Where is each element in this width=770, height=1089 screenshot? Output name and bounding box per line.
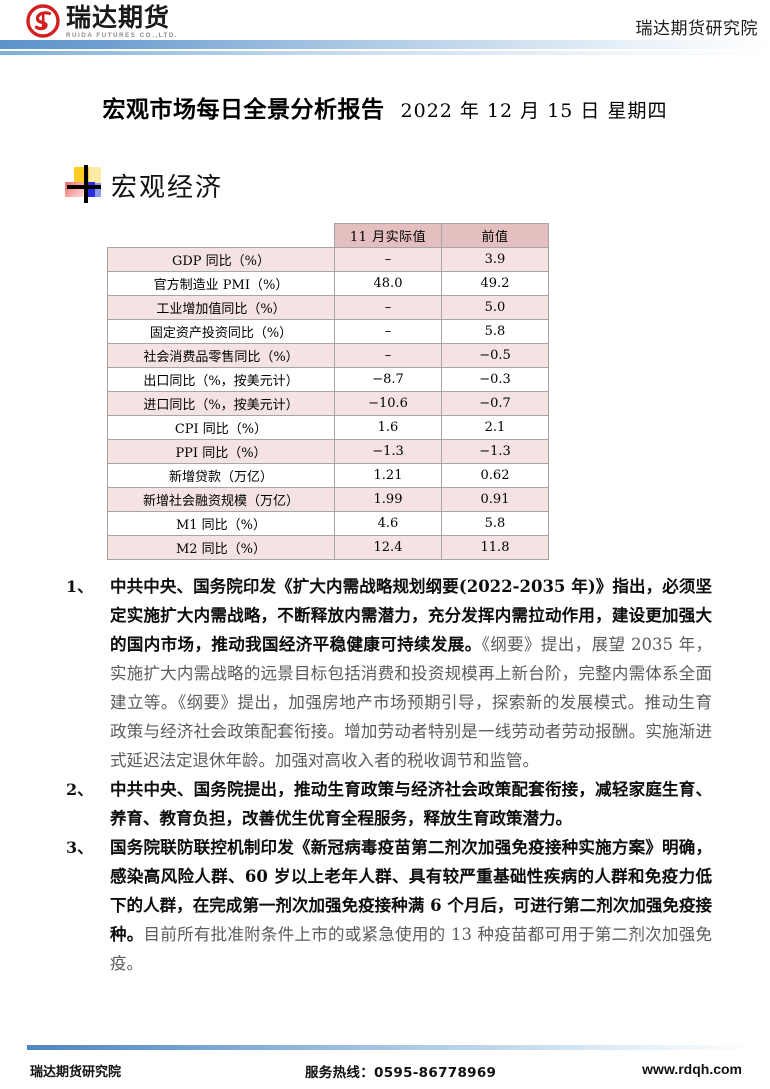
- page-title: 宏观市场每日全景分析报告: [102, 97, 385, 123]
- four-color-grid-cross-icon: [63, 165, 103, 205]
- macro-indicators-table: 11 月实际值 前值 GDP 同比（%） –3.9 官方制造业 PMI（%） 48.0…: [107, 223, 549, 560]
- table-cell-previous: 11.8: [441, 535, 549, 560]
- table-cell-actual: –: [334, 343, 442, 368]
- table-cell-previous: 0.91: [441, 487, 549, 512]
- list-item: 3、 国务院联防联控机制印发《新冠病毒疫苗第二剂次加强免疫接种实施方案》明确，感染…: [66, 833, 712, 978]
- list-item-number: 3、: [66, 838, 94, 857]
- section-title: 宏观经济: [111, 172, 224, 203]
- table-cell-label: M1 同比（%）: [107, 511, 335, 536]
- document-title-row: 宏观市场每日全景分析报告 2022 年 12 月 15 日 星期四: [0, 90, 770, 124]
- table-cell-label: 社会消费品零售同比（%）: [107, 343, 335, 368]
- table-row: 固定资产投资同比（%） –5.8: [107, 319, 549, 344]
- list-item-bold-text: 中共中央、国务院印发《扩大内需战略规划纲要(2022-2035 年)》指出，必须…: [110, 577, 712, 654]
- report-date: 2022 年 12 月 15 日 星期四: [400, 100, 668, 122]
- table-row: M1 同比（%） 4.6 5.8: [107, 511, 549, 536]
- table-cell-previous: −1.3: [441, 439, 549, 464]
- table-cell-previous: −0.7: [441, 391, 549, 416]
- table-row: 官方制造业 PMI（%） 48.0 49.2: [107, 271, 549, 296]
- brand-name-cn: 瑞达期货: [66, 3, 171, 32]
- section-heading: 宏观经济: [0, 165, 770, 205]
- table-cell-actual: −10.6: [334, 391, 442, 416]
- table-cell-label: 官方制造业 PMI（%）: [107, 271, 335, 296]
- page-header: 瑞达期货 RUIDA FUTURES CO.,LTD. 瑞达期货研究院: [0, 0, 770, 58]
- table-cell-actual: −1.3: [334, 439, 442, 464]
- footer-institute: 瑞达期货研究院: [30, 1065, 122, 1080]
- table-cell-label: M2 同比（%）: [107, 535, 335, 560]
- list-item-bold-text: 国务院联防联控机制印发《新冠病毒疫苗第二剂次加强免疫接种实施方案》明确，感染高风…: [110, 838, 712, 944]
- table-cell-actual: –: [334, 295, 442, 320]
- table-row: 工业增加值同比（%） –5.0: [107, 295, 549, 320]
- table-cell-actual: 1.99: [334, 487, 442, 512]
- table-cell-previous: 5.8: [441, 511, 549, 536]
- table-cell-actual: 1.21: [334, 463, 442, 488]
- table-header-blank: [107, 223, 335, 248]
- table-cell-previous: 2.1: [441, 415, 549, 440]
- brand-name-en: RUIDA FUTURES CO.,LTD.: [66, 32, 179, 39]
- header-accent-bar-secondary: [0, 51, 770, 55]
- table-row: GDP 同比（%） –3.9: [107, 247, 549, 272]
- table-cell-previous: 49.2: [441, 271, 549, 296]
- table-cell-actual: 1.6: [334, 415, 442, 440]
- list-item-body: 中共中央、国务院提出，推动生育政策与经济社会政策配套衔接，减轻家庭生育、养育、教…: [110, 775, 712, 833]
- table-cell-previous: −0.5: [441, 343, 549, 368]
- table-cell-label: PPI 同比（%）: [107, 439, 335, 464]
- table-header-actual: 11 月实际值: [334, 223, 442, 248]
- table-cell-actual: –: [334, 319, 442, 344]
- list-item: 1、 中共中央、国务院印发《扩大内需战略规划纲要(2022-2035 年)》指出，…: [66, 572, 712, 775]
- table-cell-previous: 0.62: [441, 463, 549, 488]
- table-cell-label: 工业增加值同比（%）: [107, 295, 335, 320]
- table-cell-actual: 12.4: [334, 535, 442, 560]
- table-cell-label: 新增贷款（万亿）: [107, 463, 335, 488]
- table-row: CPI 同比（%） 1.6 2.1: [107, 415, 549, 440]
- header-accent-bar: [0, 40, 770, 49]
- ruida-circular-logo-icon: [26, 4, 60, 38]
- brand-logo: 瑞达期货 RUIDA FUTURES CO.,LTD.: [26, 4, 178, 39]
- table-cell-actual: 4.6: [334, 511, 442, 536]
- macro-table-container: 11 月实际值 前值 GDP 同比（%） –3.9 官方制造业 PMI（%） 48.0…: [0, 223, 770, 560]
- table-row: 新增社会融资规模（万亿） 1.99 0.91: [107, 487, 549, 512]
- table-cell-label: 出口同比（%，按美元计）: [107, 367, 335, 392]
- list-item-normal-text: 目前所有批准附条件上市的或紧急使用的 13 种疫苗都可用于第二剂次加强免疫。: [110, 925, 712, 973]
- macro-table-body: GDP 同比（%） –3.9 官方制造业 PMI（%） 48.0 49.2 工业增加值同比…: [107, 247, 549, 560]
- table-header-row: 11 月实际值 前值: [107, 223, 549, 248]
- list-item-body: 国务院联防联控机制印发《新冠病毒疫苗第二剂次加强免疫接种实施方案》明确，感染高风…: [110, 833, 712, 978]
- footer-hotline: 服务热线：0595-86778969: [305, 1065, 497, 1081]
- table-cell-previous: 5.8: [441, 319, 549, 344]
- footer-website[interactable]: www.rdqh.com: [642, 1061, 742, 1077]
- table-cell-label: 固定资产投资同比（%）: [107, 319, 335, 344]
- table-cell-label: 新增社会融资规模（万亿）: [107, 487, 335, 512]
- table-cell-previous: −0.3: [441, 367, 549, 392]
- table-cell-label: CPI 同比（%）: [107, 415, 335, 440]
- footer-accent-bar: [27, 1045, 743, 1050]
- table-cell-previous: 3.9: [441, 247, 549, 272]
- table-row: 社会消费品零售同比（%） – −0.5: [107, 343, 549, 368]
- list-item-number: 2、: [66, 780, 94, 799]
- table-cell-previous: 5.0: [441, 295, 549, 320]
- table-header-previous: 前值: [441, 223, 549, 248]
- table-cell-actual: 48.0: [334, 271, 442, 296]
- table-row: 进口同比（%，按美元计） −10.6 −0.7: [107, 391, 549, 416]
- page-footer: 瑞达期货研究院 服务热线：0595-86778969 www.rdqh.com: [0, 1031, 770, 1089]
- table-cell-actual: –: [334, 247, 442, 272]
- list-item-normal-text: 《纲要》提出，展望 2035 年，实施扩大内需战略的远景目标包括消费和投资规模再…: [110, 635, 713, 770]
- list-item-number: 1、: [66, 577, 94, 596]
- table-row: PPI 同比（%） −1.3 −1.3: [107, 439, 549, 464]
- institute-name: 瑞达期货研究院: [635, 19, 758, 39]
- table-row: 出口同比（%，按美元计） −8.7 −0.3: [107, 367, 549, 392]
- list-item-body: 中共中央、国务院印发《扩大内需战略规划纲要(2022-2035 年)》指出，必须…: [110, 572, 712, 775]
- list-item-bold-text: 中共中央、国务院提出，推动生育政策与经济社会政策配套衔接，减轻家庭生育、养育、教…: [110, 780, 712, 828]
- table-cell-actual: −8.7: [334, 367, 442, 392]
- table-cell-label: 进口同比（%，按美元计）: [107, 391, 335, 416]
- list-item: 2、 中共中央、国务院提出，推动生育政策与经济社会政策配套衔接，减轻家庭生育、养育…: [66, 775, 712, 833]
- table-row: M2 同比（%） 12.4 11.8: [107, 535, 549, 560]
- table-row: 新增贷款（万亿） 1.21 0.62: [107, 463, 549, 488]
- table-cell-label: GDP 同比（%）: [107, 247, 335, 272]
- news-items-list: 1、 中共中央、国务院印发《扩大内需战略规划纲要(2022-2035 年)》指出，…: [0, 572, 770, 978]
